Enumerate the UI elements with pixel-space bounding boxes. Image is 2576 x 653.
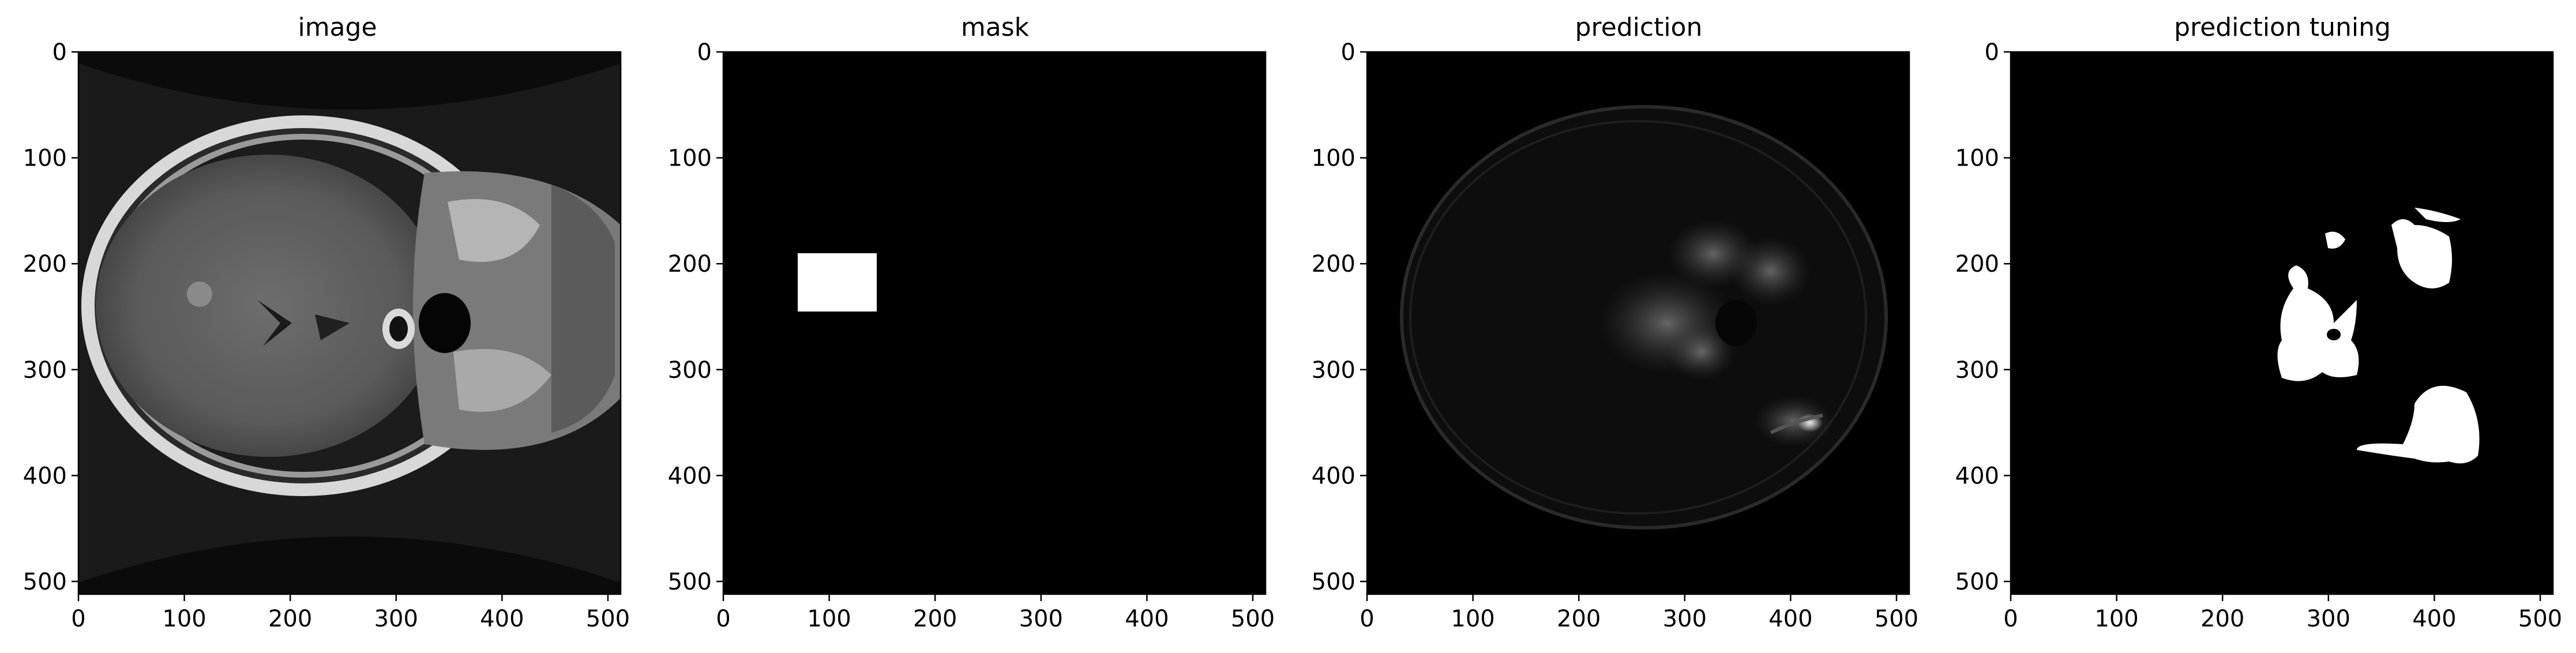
y-tick-label: 0 — [52, 39, 67, 66]
x-tick-label: 300 — [1663, 606, 1707, 632]
x-tick-label: 0 — [2003, 606, 2018, 632]
y-tick-label: 200 — [1955, 251, 1999, 277]
y-tick-label: 0 — [1985, 39, 1999, 66]
panel-title: image — [298, 13, 377, 42]
y-tick-label: 500 — [668, 569, 712, 595]
x-tick-label: 400 — [1125, 606, 1169, 632]
x-tick-label: 400 — [2412, 606, 2456, 632]
panel-prediction: prediction 0 10 — [1287, 0, 1928, 653]
x-tick-label: 100 — [1451, 606, 1494, 632]
y-tick-label: 300 — [1955, 357, 1999, 384]
axes-frame — [1366, 51, 1910, 595]
x-tick-label: 300 — [2307, 606, 2350, 632]
blob-left — [2277, 265, 2359, 381]
y-tick-label: 200 — [1312, 251, 1355, 277]
x-tick-label: 0 — [71, 606, 85, 632]
axes-frame — [722, 51, 1267, 595]
x-tick-label: 200 — [2201, 606, 2244, 632]
axes-frame — [2010, 51, 2554, 595]
y-tick-label: 500 — [1312, 569, 1355, 595]
x-tick-label: 400 — [1768, 606, 1812, 632]
panel-title: mask — [960, 13, 1030, 42]
x-tick-label: 300 — [374, 606, 418, 632]
y-tick-label: 500 — [23, 569, 67, 595]
y-tick-label: 400 — [1312, 463, 1355, 489]
y-tick-label: 300 — [1312, 357, 1355, 384]
axes-frame — [77, 51, 622, 595]
panel-title: prediction — [1575, 13, 1703, 42]
y-tick-label: 400 — [23, 463, 67, 489]
y-tick-label: 100 — [668, 145, 712, 172]
x-tick-label: 500 — [1231, 606, 1275, 632]
x-tick-label: 500 — [1875, 606, 1918, 632]
panel-title: prediction tuning — [2174, 13, 2391, 42]
x-tick-label: 100 — [807, 606, 851, 632]
x-tick-label: 100 — [2094, 606, 2138, 632]
y-tick-label: 300 — [23, 357, 67, 384]
x-tick-label: 200 — [1557, 606, 1601, 632]
y-tick-label: 200 — [668, 251, 712, 277]
panel-image: image — [0, 0, 640, 653]
x-tick-label: 100 — [162, 606, 206, 632]
x-tick-label: 300 — [1019, 606, 1063, 632]
y-tick-label: 300 — [668, 357, 712, 384]
x-tick-label: 200 — [913, 606, 957, 632]
y-tick-label: 500 — [1955, 569, 1999, 595]
mask-region — [798, 253, 877, 312]
x-tick-label: 500 — [586, 606, 630, 632]
y-tick-label: 200 — [23, 251, 67, 277]
y-tick-label: 100 — [1955, 145, 1999, 172]
x-tick-label: 200 — [268, 606, 312, 632]
blob-top-right — [2391, 219, 2452, 288]
x-tick-label: 0 — [1360, 606, 1374, 632]
x-tick-label: 0 — [716, 606, 730, 632]
y-tick-label: 100 — [23, 145, 67, 172]
y-tick-label: 100 — [1312, 145, 1355, 172]
y-tick-label: 0 — [1341, 39, 1355, 66]
x-tick-label: 400 — [480, 606, 524, 632]
y-tick-label: 0 — [697, 39, 712, 66]
panel-prediction-tuning: prediction tuning 0 100 200 300 400 500 0 100 20… — [1930, 0, 2570, 653]
blob-bottom-right — [2357, 385, 2480, 464]
y-tick-label: 400 — [668, 463, 712, 489]
panel-mask: mask 0 100 200 300 400 500 0 100 200 300 400 500 — [644, 0, 1284, 653]
y-tick-label: 400 — [1955, 463, 1999, 489]
x-tick-label: 500 — [2518, 606, 2562, 632]
